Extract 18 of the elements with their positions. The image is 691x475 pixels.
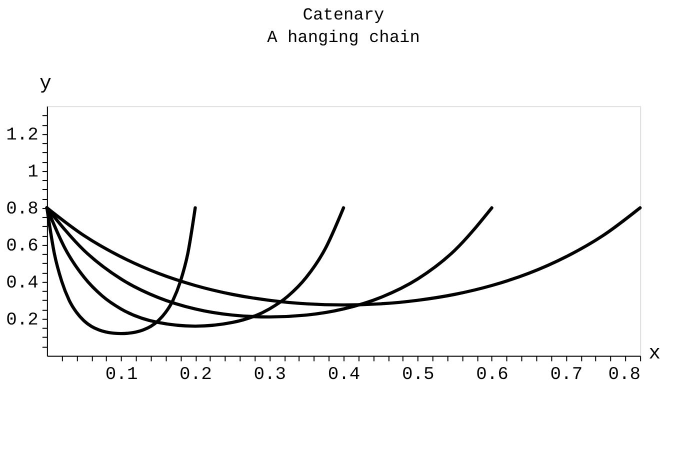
x-tick-label: 0.3 — [254, 365, 286, 386]
y-tick-label: 1 — [28, 162, 38, 182]
chart-title: Catenary — [302, 6, 384, 26]
x-tick-label: 0.7 — [550, 365, 583, 386]
y-tick-label: 0.2 — [6, 310, 38, 330]
y-tick-label: 0.8 — [6, 199, 38, 220]
x-tick-label: 0.1 — [105, 365, 138, 386]
y-tick-label: 1.2 — [6, 125, 38, 146]
x-tick-label: 0.2 — [180, 365, 212, 386]
y-tick-label: 0.4 — [6, 273, 38, 294]
x-tick-label: 0.5 — [402, 365, 434, 386]
y-axis-title: y — [39, 72, 52, 95]
x-axis-title: x — [648, 341, 661, 364]
x-tick-label: 0.8 — [608, 365, 641, 386]
x-tick-label: 0.4 — [328, 365, 360, 386]
x-tick-label: 0.6 — [476, 365, 508, 386]
y-tick-label: 0.6 — [6, 236, 38, 256]
chart-subtitle: A hanging chain — [267, 29, 420, 48]
